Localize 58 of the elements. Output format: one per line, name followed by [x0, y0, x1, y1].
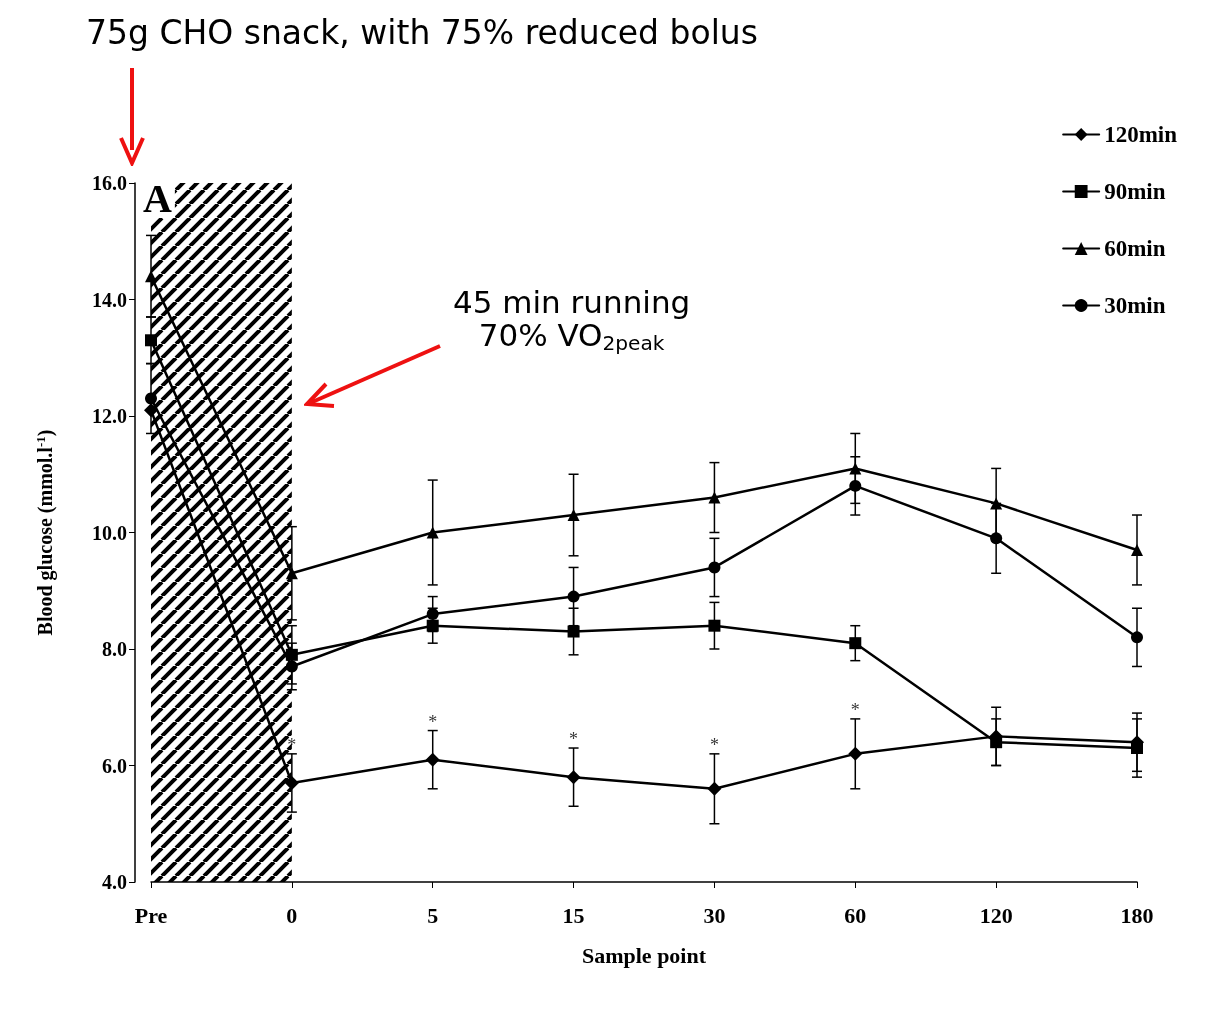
annotation: * — [709, 734, 719, 755]
y-tick-label: 16.0 — [92, 172, 127, 194]
point — [567, 509, 580, 522]
y-tick-label: 4.0 — [102, 871, 127, 893]
point — [849, 462, 862, 475]
point — [708, 561, 721, 574]
x-tick-label: 180 — [1120, 902, 1154, 928]
point — [990, 532, 1003, 545]
point — [848, 746, 863, 761]
point — [708, 491, 721, 504]
point — [144, 403, 158, 418]
x-tick-label: 60 — [844, 902, 867, 928]
legend-label: 60min — [1104, 236, 1166, 261]
x-tick-label: Pre — [134, 902, 168, 928]
point — [426, 526, 439, 539]
legend-label: 30min — [1104, 293, 1166, 318]
point — [849, 479, 862, 492]
point — [849, 637, 862, 650]
y-axis-title: Blood glucose (mmol.l-1) — [33, 429, 57, 636]
annotation: * — [569, 729, 579, 750]
point — [1131, 543, 1143, 556]
annotation: * — [850, 699, 860, 720]
point — [1131, 742, 1143, 755]
annotation: * — [287, 734, 297, 755]
point — [285, 648, 298, 661]
point — [145, 270, 157, 283]
point — [284, 775, 299, 790]
y-tick-label: 8.0 — [102, 638, 127, 660]
y-tick-label: 14.0 — [92, 288, 127, 311]
point — [425, 752, 440, 767]
point — [566, 770, 581, 785]
point — [567, 625, 580, 638]
text: 75g CHO snack, with 75% reduced bolus — [86, 13, 758, 52]
point — [707, 781, 722, 796]
point — [990, 736, 1003, 749]
point — [145, 334, 157, 347]
point — [990, 497, 1003, 510]
point — [1131, 631, 1143, 644]
x-tick-label: 15 — [562, 902, 585, 928]
legend-label: 120min — [1104, 122, 1178, 147]
x-tick-label: 30 — [703, 902, 726, 928]
annotation: A — [143, 175, 172, 221]
y-tick-label: 10.0 — [92, 521, 127, 544]
x-tick-label: 0 — [286, 902, 298, 928]
point — [426, 619, 439, 632]
point — [567, 590, 580, 603]
point — [285, 660, 298, 673]
y-tick-label: 6.0 — [102, 754, 127, 777]
x-tick-label: 5 — [427, 902, 439, 928]
legend-label: 90min — [1104, 179, 1166, 204]
y-tick-label: 12.0 — [92, 405, 127, 427]
x-axis-title: Sample point — [581, 942, 707, 968]
point — [145, 392, 157, 405]
annotation: * — [428, 711, 438, 732]
x-tick-label: 120 — [979, 902, 1013, 928]
point — [285, 567, 298, 580]
point — [426, 608, 439, 621]
point — [708, 619, 721, 632]
